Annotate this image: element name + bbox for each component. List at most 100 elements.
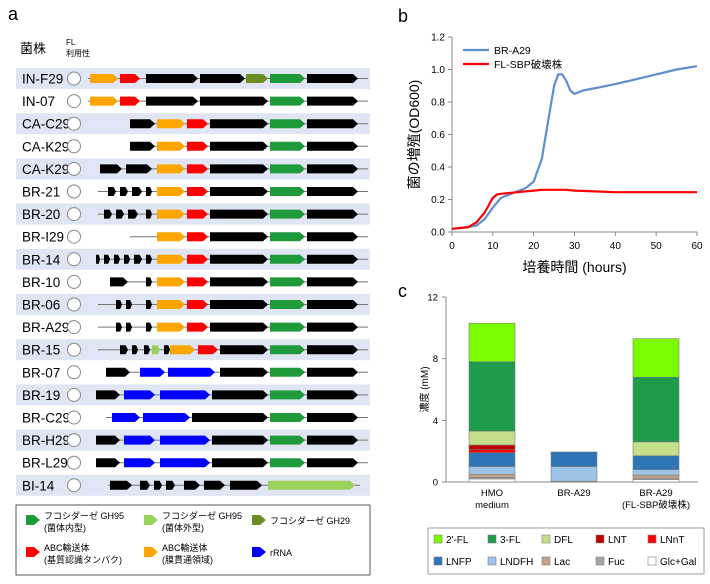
gene-arrow-other_gene <box>210 119 268 129</box>
gene-arrow-gh95_intra <box>270 209 305 219</box>
fl-utilization-circle <box>67 71 81 86</box>
bar-segment <box>468 478 516 483</box>
strain-name: BR-14 <box>22 252 61 267</box>
strain-name: IN-F29 <box>22 72 63 87</box>
bar-legend-box <box>427 527 705 575</box>
gene-arrow-other_gene <box>146 277 152 287</box>
gene-arrow-other_gene <box>120 187 128 196</box>
y-tick-label: 0 <box>433 478 438 489</box>
gene-arrow-rrna <box>160 435 210 445</box>
fl-utilization-circle <box>67 342 81 357</box>
gene-arrow-other_gene <box>210 209 268 219</box>
category-sublabel: (FL-SBP破壊株) <box>622 499 690 511</box>
gene-arrow-rrna <box>112 413 140 422</box>
gene-arrow-gh95_intra <box>270 390 305 400</box>
green-arrow-icon <box>26 515 40 525</box>
bar-segment <box>550 451 598 467</box>
panel-a-label: a <box>8 4 19 24</box>
fl-utilization-circle <box>67 320 81 335</box>
fl-column-header-line1: FL <box>66 38 76 47</box>
gene-arrow-abc_sbp <box>187 187 208 196</box>
gene-arrow-other_gene <box>307 300 358 309</box>
bar-segment <box>632 474 680 479</box>
gene-arrow-other_gene <box>204 480 225 490</box>
fl-utilization-circle <box>67 410 81 425</box>
gene-arrow-other_gene <box>220 367 268 377</box>
y-tick-label: 12 <box>427 293 438 304</box>
strain-name: BR-C29 <box>22 411 70 426</box>
bar-segment <box>468 477 516 480</box>
gene-arrow-other_gene <box>130 141 155 151</box>
fl-utilization-circle <box>67 94 81 109</box>
gene-arrow-rrna <box>160 390 210 400</box>
legend-label: ABC輸送体 <box>162 542 208 553</box>
gene-arrow-gh95_intra <box>270 300 305 309</box>
bar-segment <box>468 449 516 454</box>
strain-row: BR-C29 <box>22 410 368 426</box>
gene-arrow-rrna <box>124 435 155 445</box>
gene-arrow-other_gene <box>307 345 358 355</box>
gene-arrow-other_gene <box>96 390 120 400</box>
gene-arrow-abc_sbp <box>120 74 140 83</box>
gene-arrow-other_gene <box>307 458 358 468</box>
bar-segment <box>632 455 680 470</box>
gene-arrow-rrna <box>124 390 155 400</box>
gene-arrow-abc_sbp <box>187 209 208 219</box>
y-tick-label: 0.0 <box>431 228 445 239</box>
series-line <box>451 65 698 230</box>
strain-row: BR-I29 <box>22 229 368 245</box>
fl-column-header-line2: 利用性 <box>66 48 90 58</box>
fl-utilization-circle <box>67 116 81 131</box>
gene-arrow-gh95_intra <box>270 232 305 242</box>
legend-swatch <box>647 556 657 566</box>
strain-name: BR-15 <box>22 343 60 358</box>
legend-sublabel: (菌体内型) <box>44 522 86 533</box>
fl-utilization-circle <box>67 139 81 154</box>
gene-arrow-other_gene <box>220 345 268 355</box>
strain-row: BR-21 <box>22 184 368 200</box>
gene-arrow-other_gene <box>108 187 116 196</box>
gene-arrow-abc_tm <box>157 209 185 219</box>
gene-arrow-gh95_extra <box>152 345 160 355</box>
fl-utilization-circle <box>67 229 81 244</box>
gene-arrow-abc_tm <box>157 254 185 264</box>
gene-arrow-other_gene <box>164 345 170 355</box>
gene-arrow-gh95_extra <box>268 480 355 490</box>
gene-arrow-other_gene <box>166 480 175 490</box>
x-tick-label: 0 <box>449 241 455 252</box>
gene-arrow-abc_tm <box>157 187 185 196</box>
strain-name: CA-C29 <box>22 117 70 132</box>
gene-arrow-rrna <box>124 458 155 468</box>
y-tick-label: 4 <box>433 416 438 427</box>
blue-arrow-icon <box>252 547 266 557</box>
gene-arrow-abc_sbp <box>187 232 208 242</box>
bar-segment <box>632 469 680 476</box>
y-tick-label: 1.2 <box>431 33 445 44</box>
light-green-arrow-icon <box>144 515 158 525</box>
legend-label: フコシダーゼ GH95 <box>44 510 124 521</box>
strain-row: CA-C29 <box>16 113 370 135</box>
legend-swatch <box>647 534 657 544</box>
gene-arrow-other_gene <box>307 390 358 400</box>
gene-arrow-gh95_intra <box>270 254 305 264</box>
legend-label: DFL <box>554 535 573 546</box>
strain-row: BR-19 <box>16 384 370 406</box>
gene-arrow-other_gene <box>307 74 358 83</box>
gene-arrow-other_gene <box>307 164 358 174</box>
gene-arrow-gh95_intra <box>270 96 305 106</box>
gene-arrow-other_gene <box>100 164 122 174</box>
gene-arrow-abc_tm <box>90 74 118 83</box>
strain-name: BI-14 <box>22 478 55 493</box>
strain-name: CA-K29a <box>22 139 77 154</box>
gene-arrow-other_gene <box>146 322 152 332</box>
legend-label: 3-FL <box>500 535 521 546</box>
gene-arrow-other_gene <box>132 187 142 196</box>
legend-label: FL-SBP破壊株 <box>494 58 563 71</box>
legend-swatch <box>487 556 497 566</box>
gene-arrow-other_gene <box>210 141 268 151</box>
x-axis-title: 培養時間 (hours) <box>522 259 626 275</box>
red-arrow-icon <box>26 547 40 557</box>
strain-row: CA-K29b <box>16 158 370 180</box>
bar-segment <box>632 338 680 378</box>
category-label: BR-A29 <box>557 488 590 499</box>
